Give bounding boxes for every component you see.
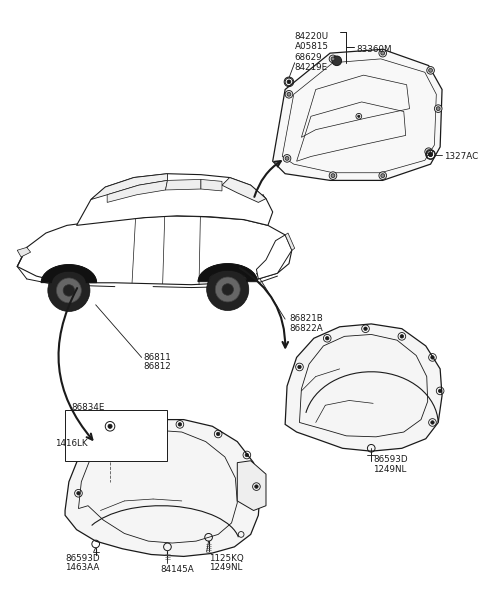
Polygon shape xyxy=(201,179,222,191)
Circle shape xyxy=(429,152,432,157)
Circle shape xyxy=(102,440,105,443)
Text: 86593D: 86593D xyxy=(373,455,408,464)
Circle shape xyxy=(425,148,432,155)
Circle shape xyxy=(331,174,335,178)
Circle shape xyxy=(57,278,81,303)
Circle shape xyxy=(77,491,80,495)
Polygon shape xyxy=(65,419,260,556)
Circle shape xyxy=(381,174,384,178)
Text: 84145A: 84145A xyxy=(161,565,194,574)
Polygon shape xyxy=(198,263,257,282)
Text: 1249NL: 1249NL xyxy=(209,563,242,572)
Circle shape xyxy=(358,115,360,118)
Circle shape xyxy=(429,152,432,157)
Text: 84219E: 84219E xyxy=(295,63,328,72)
Polygon shape xyxy=(273,49,442,181)
Circle shape xyxy=(245,453,249,457)
Polygon shape xyxy=(91,174,168,200)
Circle shape xyxy=(379,172,386,179)
Circle shape xyxy=(431,356,434,359)
Circle shape xyxy=(222,284,233,295)
Circle shape xyxy=(140,425,144,428)
Polygon shape xyxy=(65,410,168,461)
Circle shape xyxy=(216,277,240,302)
Circle shape xyxy=(283,155,291,162)
Circle shape xyxy=(287,92,291,96)
Circle shape xyxy=(381,51,384,55)
Text: 84220U: 84220U xyxy=(295,32,329,41)
Polygon shape xyxy=(107,181,168,202)
Circle shape xyxy=(207,268,249,311)
Circle shape xyxy=(325,337,329,340)
Polygon shape xyxy=(17,247,31,257)
Text: 86811: 86811 xyxy=(144,353,171,362)
Text: 86812: 86812 xyxy=(144,362,171,371)
Polygon shape xyxy=(41,265,96,283)
Circle shape xyxy=(48,269,90,311)
Text: 1125KQ: 1125KQ xyxy=(209,554,243,563)
Circle shape xyxy=(331,57,335,61)
Polygon shape xyxy=(76,174,273,226)
Circle shape xyxy=(329,55,337,63)
Text: A05815: A05815 xyxy=(295,41,329,50)
Circle shape xyxy=(364,327,367,331)
Text: 83360M: 83360M xyxy=(356,44,391,53)
Polygon shape xyxy=(256,235,292,279)
Circle shape xyxy=(285,91,293,98)
Circle shape xyxy=(436,107,440,110)
Text: 1416LK: 1416LK xyxy=(56,439,88,448)
Text: 86593D: 86593D xyxy=(65,554,100,563)
Polygon shape xyxy=(285,324,442,451)
Circle shape xyxy=(255,485,258,488)
Circle shape xyxy=(379,49,386,57)
Circle shape xyxy=(431,421,434,424)
Circle shape xyxy=(63,284,74,296)
Text: 86834E: 86834E xyxy=(72,403,105,412)
Polygon shape xyxy=(237,461,266,511)
Polygon shape xyxy=(17,216,292,284)
Text: 68629: 68629 xyxy=(295,53,323,62)
Circle shape xyxy=(287,80,291,84)
Circle shape xyxy=(438,389,442,392)
Text: 86821B: 86821B xyxy=(289,314,323,323)
Circle shape xyxy=(429,68,432,72)
Circle shape xyxy=(400,335,404,338)
Circle shape xyxy=(108,424,112,428)
Polygon shape xyxy=(285,233,295,250)
Text: 1327AC: 1327AC xyxy=(444,152,478,161)
Circle shape xyxy=(298,365,301,368)
Polygon shape xyxy=(222,178,266,202)
Text: 1249NL: 1249NL xyxy=(373,464,407,473)
Circle shape xyxy=(427,67,434,74)
Polygon shape xyxy=(166,179,201,190)
Circle shape xyxy=(332,56,342,65)
Circle shape xyxy=(427,150,431,154)
Circle shape xyxy=(434,105,442,112)
Circle shape xyxy=(216,432,220,436)
Circle shape xyxy=(178,422,181,426)
Circle shape xyxy=(285,157,289,160)
Circle shape xyxy=(329,172,337,179)
Text: 1463AA: 1463AA xyxy=(65,563,99,572)
Text: 86822A: 86822A xyxy=(289,324,323,333)
